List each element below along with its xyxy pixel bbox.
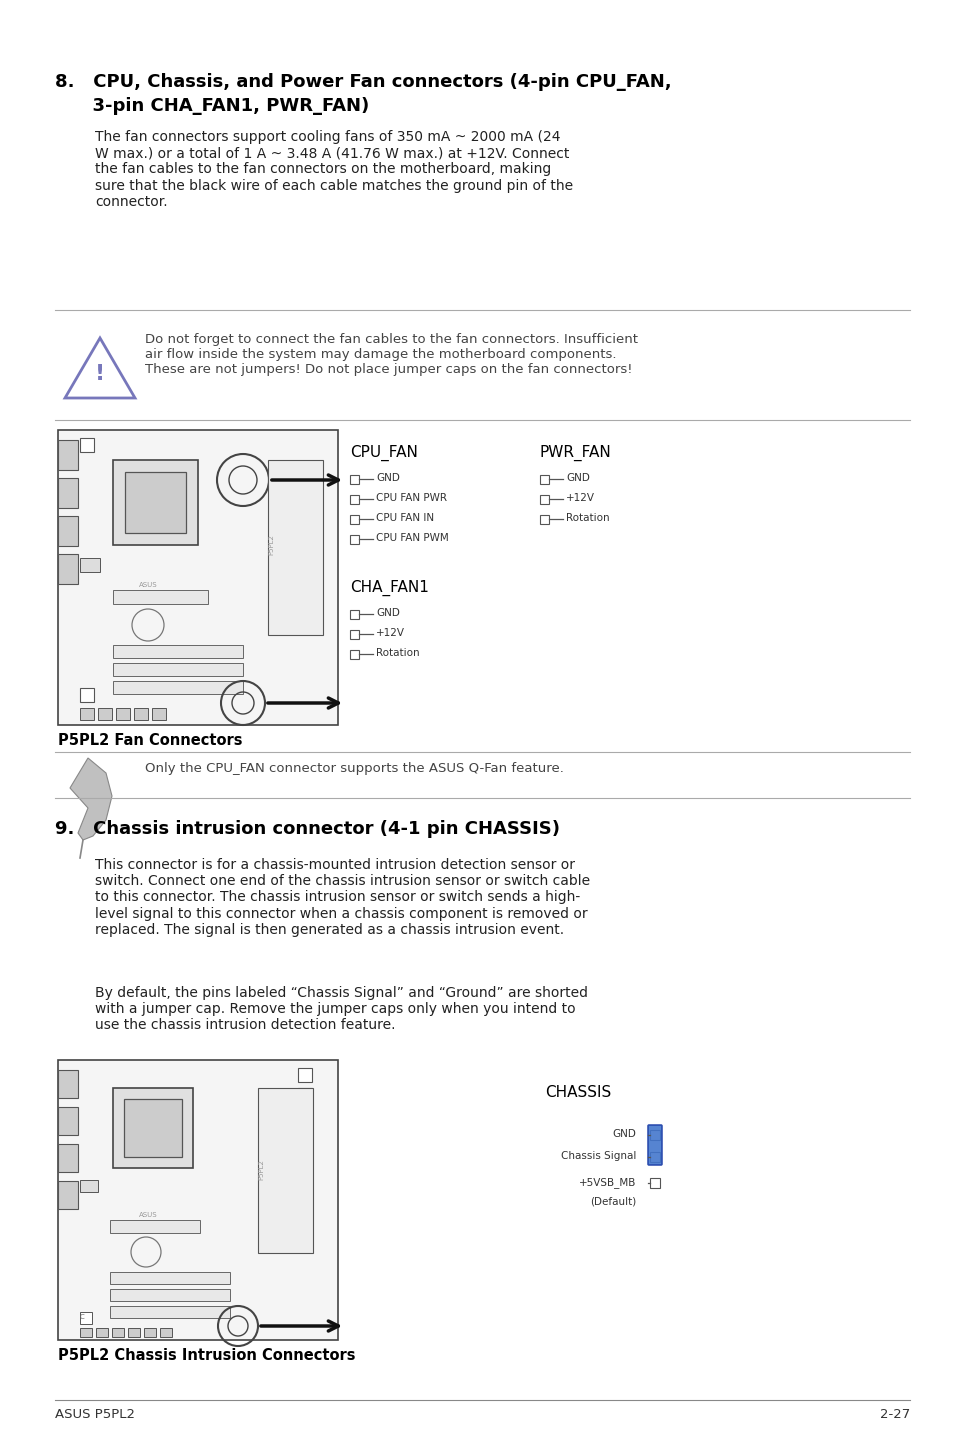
Bar: [110, 1306, 230, 1319]
Bar: [110, 1219, 200, 1232]
Bar: [98, 707, 112, 720]
Text: The fan connectors support cooling fans of 350 mA ~ 2000 mA (24
W max.) or a tot: The fan connectors support cooling fans …: [95, 129, 573, 209]
Bar: [268, 460, 323, 636]
FancyBboxPatch shape: [647, 1125, 661, 1165]
Text: ASUS P5PL2: ASUS P5PL2: [55, 1408, 135, 1421]
Bar: [112, 1329, 124, 1337]
Text: +5VSB_MB: +5VSB_MB: [578, 1176, 636, 1188]
Bar: [125, 472, 186, 533]
Text: CPU FAN IN: CPU FAN IN: [375, 513, 434, 523]
Text: P5PL2: P5PL2: [257, 1159, 264, 1181]
Bar: [649, 1178, 659, 1188]
Text: !: !: [95, 364, 105, 384]
Text: PWR_FAN: PWR_FAN: [539, 444, 611, 462]
Bar: [80, 687, 94, 702]
Bar: [80, 707, 94, 720]
Text: Do not forget to connect the fan cables to the fan connectors. Insufficient
air : Do not forget to connect the fan cables …: [145, 334, 638, 375]
Text: (Default): (Default): [589, 1196, 636, 1206]
Text: 2-27: 2-27: [879, 1408, 909, 1421]
Bar: [96, 1329, 108, 1337]
Text: CHASSIS: CHASSIS: [544, 1086, 611, 1100]
Bar: [124, 1099, 182, 1158]
Text: CHA_FAN1: CHA_FAN1: [350, 580, 429, 597]
Text: GND: GND: [375, 473, 399, 483]
Bar: [112, 460, 198, 545]
Bar: [58, 440, 78, 470]
Bar: [350, 630, 358, 638]
Bar: [152, 707, 166, 720]
Bar: [112, 1089, 193, 1168]
Bar: [133, 707, 148, 720]
Bar: [112, 663, 243, 676]
Text: 3-pin CHA_FAN1, PWR_FAN): 3-pin CHA_FAN1, PWR_FAN): [55, 96, 369, 115]
Bar: [350, 475, 358, 485]
Bar: [350, 610, 358, 618]
Bar: [116, 707, 130, 720]
Bar: [350, 515, 358, 523]
Polygon shape: [70, 758, 112, 840]
Text: 9.   Chassis intrusion connector (4-1 pin CHASSIS): 9. Chassis intrusion connector (4-1 pin …: [55, 820, 559, 838]
Bar: [80, 439, 94, 452]
Bar: [112, 646, 243, 659]
Text: By default, the pins labeled “Chassis Signal” and “Ground” are shorted
with a ju: By default, the pins labeled “Chassis Si…: [95, 986, 587, 1032]
Bar: [649, 1152, 659, 1162]
Text: CPU_FAN: CPU_FAN: [350, 444, 417, 462]
Text: ASUS: ASUS: [138, 1212, 157, 1218]
Bar: [257, 1089, 313, 1252]
Text: Rotation: Rotation: [565, 513, 609, 523]
Text: P5PL2 Chassis Intrusion Connectors: P5PL2 Chassis Intrusion Connectors: [58, 1347, 355, 1363]
Bar: [539, 475, 548, 485]
Text: +12V: +12V: [565, 493, 595, 503]
Bar: [539, 515, 548, 523]
Text: P5PL2 Fan Connectors: P5PL2 Fan Connectors: [58, 733, 242, 748]
Text: Rotation: Rotation: [375, 649, 419, 659]
Text: GND: GND: [565, 473, 589, 483]
Bar: [128, 1329, 140, 1337]
Bar: [112, 682, 243, 695]
Text: GND: GND: [612, 1129, 636, 1139]
Bar: [58, 1145, 78, 1172]
Bar: [58, 430, 337, 725]
Bar: [144, 1329, 156, 1337]
Bar: [112, 590, 208, 604]
Bar: [297, 1089, 312, 1102]
Text: CPU FAN PWM: CPU FAN PWM: [375, 533, 448, 544]
Text: P5PL2: P5PL2: [268, 535, 274, 555]
Bar: [350, 495, 358, 503]
Bar: [350, 650, 358, 659]
Bar: [58, 554, 78, 584]
Bar: [350, 535, 358, 544]
Text: Chassis Signal: Chassis Signal: [560, 1150, 636, 1160]
Bar: [110, 1273, 230, 1284]
Bar: [58, 477, 78, 508]
Bar: [80, 1181, 98, 1192]
Bar: [297, 1068, 312, 1081]
Bar: [539, 495, 548, 503]
Bar: [58, 1107, 78, 1135]
Bar: [110, 1288, 230, 1301]
Text: GND: GND: [375, 608, 399, 618]
Text: 8.   CPU, Chassis, and Power Fan connectors (4-pin CPU_FAN,: 8. CPU, Chassis, and Power Fan connector…: [55, 73, 671, 91]
Bar: [58, 1060, 337, 1340]
Bar: [649, 1130, 659, 1140]
Bar: [160, 1329, 172, 1337]
Text: C: C: [80, 1314, 85, 1320]
Text: ASUS: ASUS: [138, 582, 157, 588]
Bar: [80, 1329, 91, 1337]
Text: This connector is for a chassis-mounted intrusion detection sensor or
switch. Co: This connector is for a chassis-mounted …: [95, 858, 590, 936]
Bar: [58, 1070, 78, 1099]
Text: CPU FAN PWR: CPU FAN PWR: [375, 493, 447, 503]
Text: Only the CPU_FAN connector supports the ASUS Q-Fan feature.: Only the CPU_FAN connector supports the …: [145, 762, 563, 775]
Bar: [58, 516, 78, 546]
Bar: [58, 1181, 78, 1209]
Bar: [80, 1311, 91, 1324]
Text: +12V: +12V: [375, 628, 405, 638]
Bar: [80, 558, 100, 572]
